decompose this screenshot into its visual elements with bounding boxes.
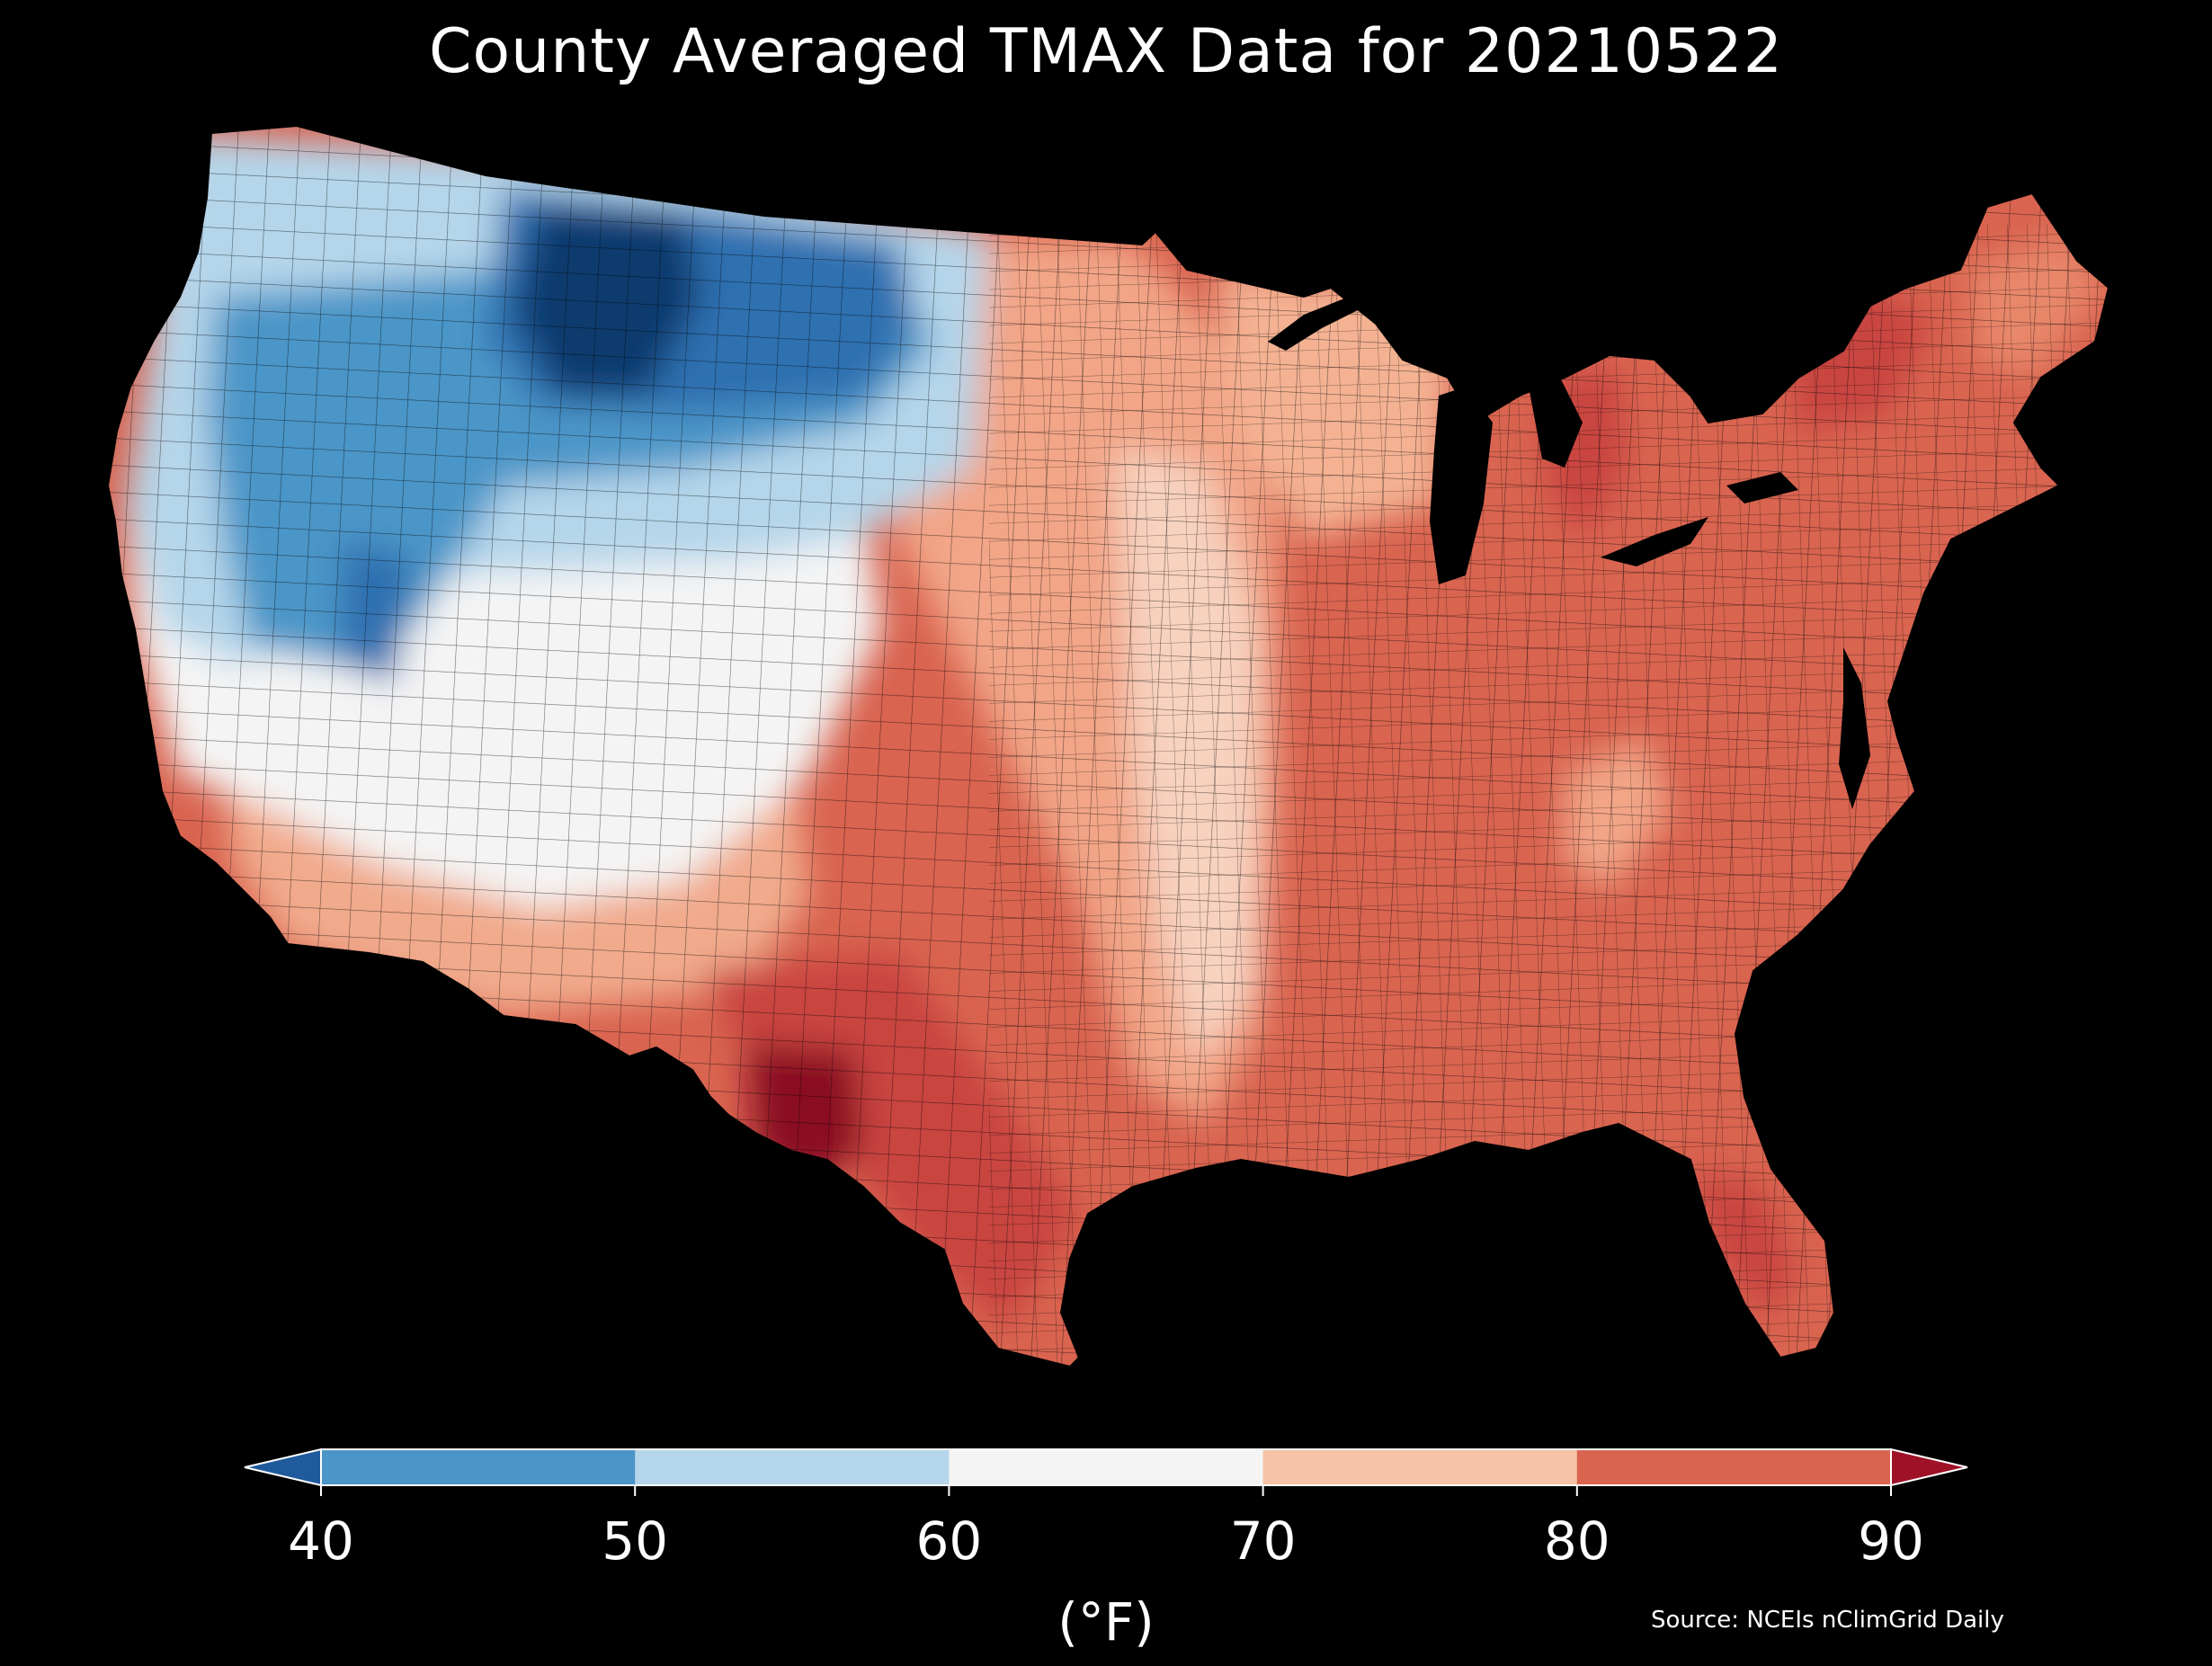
choropleth-map (106, 124, 2110, 1368)
lake-huron (1529, 378, 1583, 468)
colorbar-unit-label: (°F) (1057, 1591, 1155, 1653)
colorbar-bin-50-60 (635, 1449, 950, 1485)
colorbar-low-extend-arrow (244, 1448, 322, 1487)
colorbar-bin-70-80 (1262, 1449, 1578, 1485)
lake-ontario (1726, 472, 1798, 503)
colorbar-high-extend-arrow (1890, 1448, 1968, 1487)
us-outline (106, 124, 2110, 1368)
lake-erie (1601, 517, 1708, 566)
colorbar-tick-label: 80 (1543, 1510, 1610, 1572)
colorbar-frame (320, 1448, 1892, 1486)
lake-michigan (1430, 387, 1493, 584)
colorbar-tick-label: 50 (602, 1510, 669, 1572)
colorbar-tick-label: 90 (1858, 1510, 1924, 1572)
colorbar-bin-80-90 (1576, 1449, 1892, 1485)
lake-superior (1268, 283, 1385, 351)
colorbar-tick-label: 40 (288, 1510, 354, 1572)
great-lakes (1268, 283, 1870, 809)
map-title: County Averaged TMAX Data for 20210522 (429, 16, 1783, 87)
source-credit: Source: NCEIs nClimGrid Daily (1651, 1607, 2004, 1634)
chesapeake-bay (1839, 647, 1870, 809)
colorbar-bin-40-50 (321, 1449, 636, 1485)
colorbar-tick-label: 60 (915, 1510, 983, 1572)
colorbar-bin-60-70 (949, 1449, 1264, 1485)
colorbar-tick-label: 70 (1229, 1510, 1297, 1572)
